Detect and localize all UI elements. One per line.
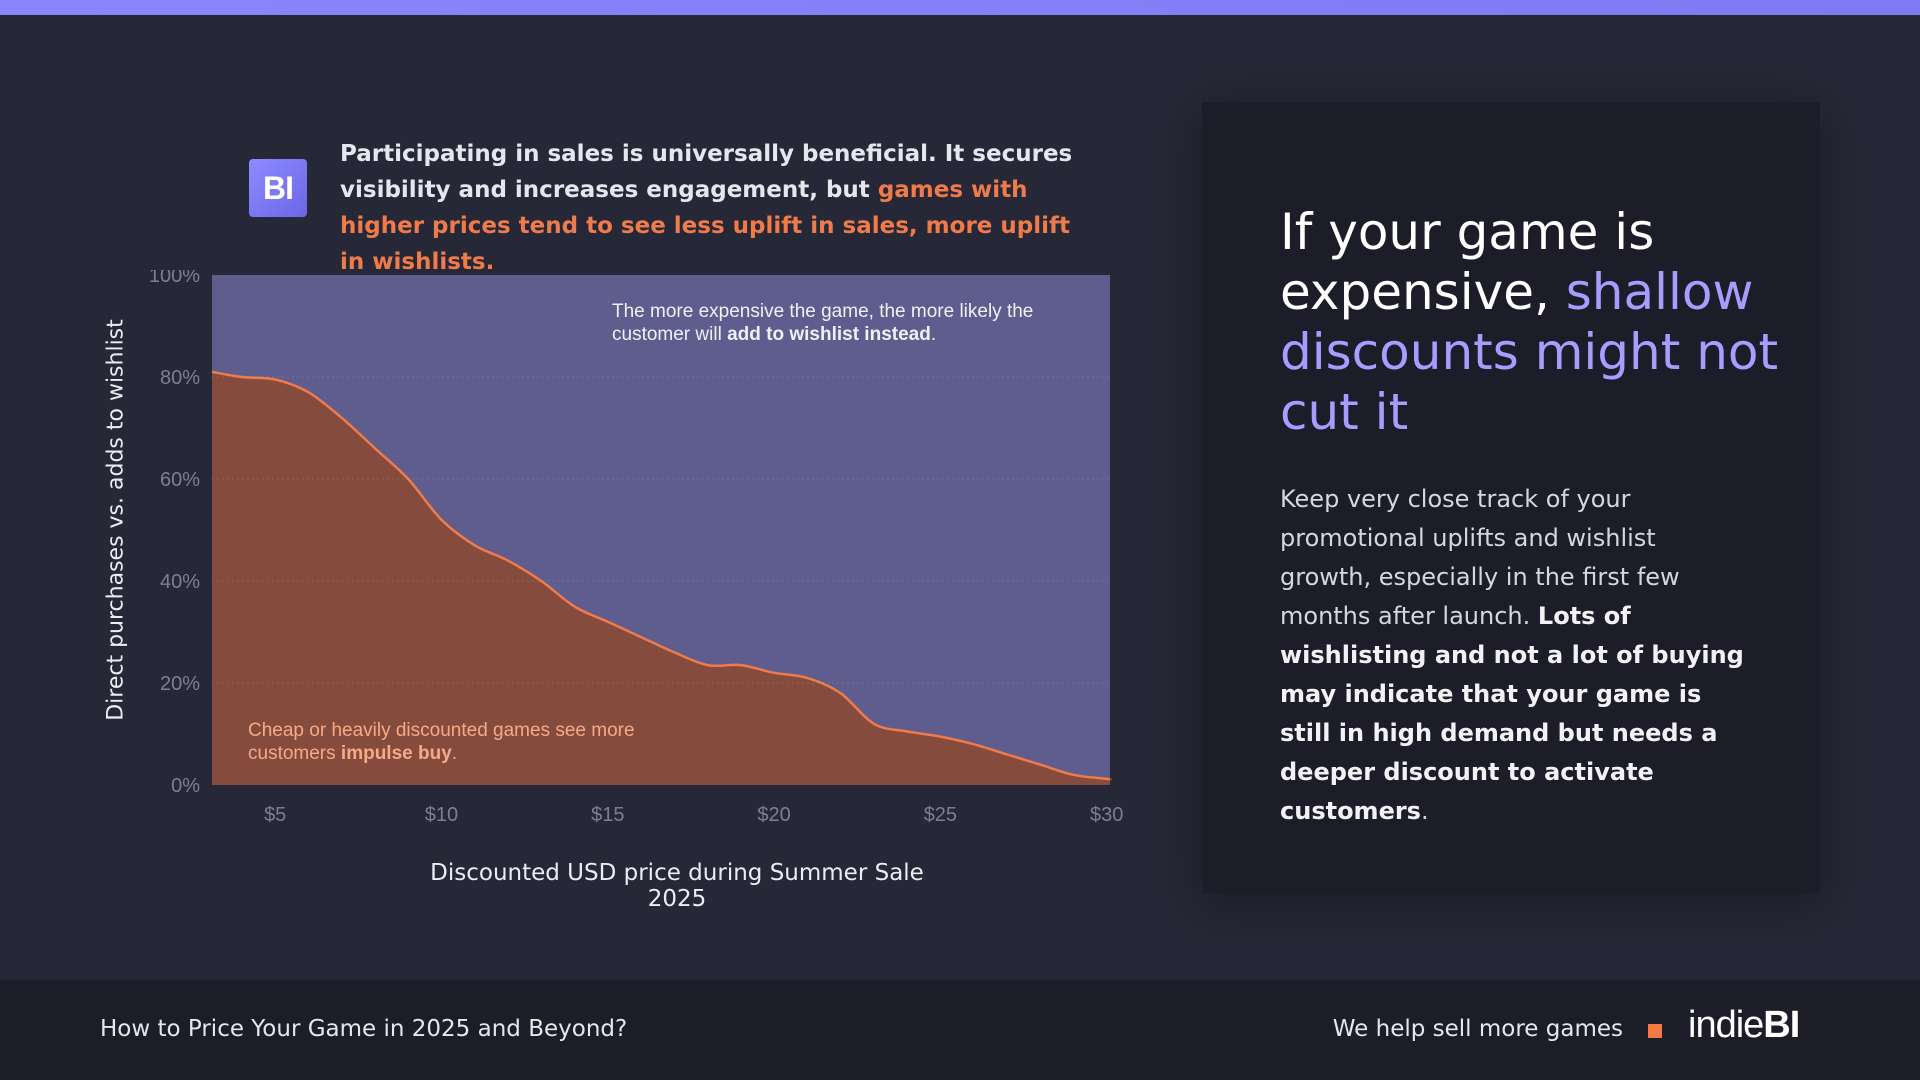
x-tick-label: $25 bbox=[924, 804, 957, 826]
headline-accent: shallow discounts might not cut it bbox=[1280, 263, 1779, 441]
price-vs-wishlist-area-chart: 0% 20% 40% 60% 80% 100% $5 $10 $15 $20 $25 $30 bbox=[149, 270, 1124, 826]
intro-plain: Participating in sales is universally be… bbox=[340, 141, 1073, 203]
x-tick-label: $30 bbox=[1090, 804, 1123, 826]
annotation-wishlist-text: The more expensive the game, the more li… bbox=[612, 301, 1034, 345]
y-tick-label: 60% bbox=[160, 469, 200, 491]
y-axis-label: Direct purchases vs. adds to wishlist bbox=[103, 319, 129, 721]
y-tick-label: 80% bbox=[160, 367, 200, 389]
card-body: Keep very close track of your promotiona… bbox=[1280, 480, 1750, 831]
top-accent-bar bbox=[0, 0, 1920, 15]
x-axis-label: Discounted USD price during Summer Sale … bbox=[430, 860, 924, 912]
card-headline: If your game is expensive, shallow disco… bbox=[1280, 202, 1780, 442]
annotation-impulse-text: Cheap or heavily discounted games see mo… bbox=[248, 720, 635, 764]
purchases-line bbox=[211, 370, 1112, 782]
purchases-area bbox=[212, 371, 1111, 785]
y-tick-label: 0% bbox=[171, 775, 200, 797]
brand-light: indie bbox=[1688, 1004, 1764, 1046]
indiebi-brand-logo[interactable]: indieBI bbox=[1688, 1004, 1800, 1047]
annotation-impulse-bold: impulse buy bbox=[340, 743, 452, 764]
insight-card: If your game is expensive, shallow disco… bbox=[1202, 102, 1820, 893]
body-bold: Lots of wishlisting and not a lot of buy… bbox=[1280, 602, 1744, 825]
y-tick-label: 40% bbox=[160, 571, 200, 593]
brand-bold: BI bbox=[1763, 1004, 1800, 1046]
annotation-wishlist-end: . bbox=[930, 324, 937, 345]
y-tick-label: 20% bbox=[160, 673, 200, 695]
indiebi-logo-icon: BI bbox=[249, 159, 307, 217]
body-end: . bbox=[1420, 797, 1429, 825]
annotation-impulse-end: . bbox=[451, 743, 458, 764]
footer: How to Price Your Game in 2025 and Beyon… bbox=[0, 980, 1920, 1080]
footer-tagline: We help sell more games bbox=[1332, 1016, 1623, 1042]
y-tick-label: 100% bbox=[149, 270, 200, 287]
orange-square-icon bbox=[1648, 1024, 1662, 1038]
x-tick-label: $15 bbox=[591, 804, 624, 826]
intro-text: Participating in sales is universally be… bbox=[340, 136, 1080, 280]
x-tick-label: $20 bbox=[757, 804, 790, 826]
footer-title: How to Price Your Game in 2025 and Beyon… bbox=[100, 1016, 628, 1042]
intro-highlight: games with higher prices tend to see les… bbox=[340, 177, 1071, 275]
annotation-wishlist-bold: add to wishlist instead bbox=[727, 324, 931, 345]
annotation-wishlist: The more expensive the game, the more li… bbox=[612, 300, 1082, 346]
x-tick-label: $10 bbox=[425, 804, 458, 826]
annotation-impulse: Cheap or heavily discounted games see mo… bbox=[248, 719, 718, 765]
logo-text: BI bbox=[263, 169, 294, 206]
body-plain: Keep very close track of your promotiona… bbox=[1280, 485, 1680, 630]
x-tick-label: $5 bbox=[264, 804, 286, 826]
headline-plain: If your game is expensive, bbox=[1280, 203, 1655, 321]
